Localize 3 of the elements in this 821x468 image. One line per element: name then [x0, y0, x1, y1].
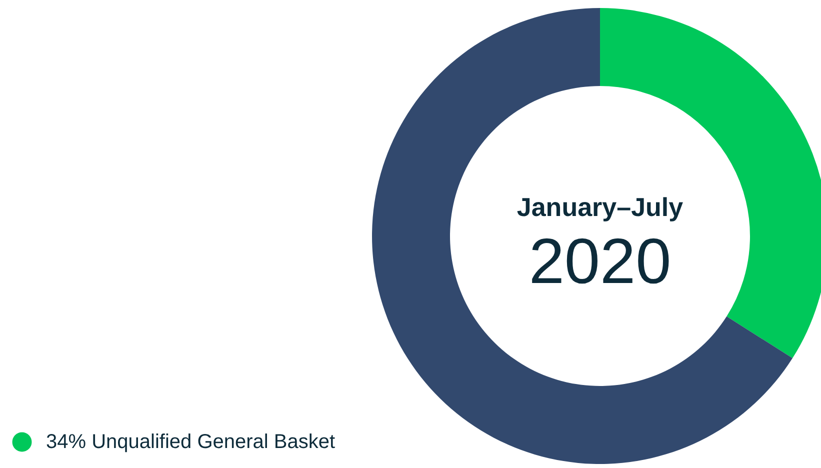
text: January–July [516, 192, 684, 222]
text: 2020 [528, 225, 672, 297]
legend-label: 34% Unqualified General Basket [46, 431, 336, 453]
